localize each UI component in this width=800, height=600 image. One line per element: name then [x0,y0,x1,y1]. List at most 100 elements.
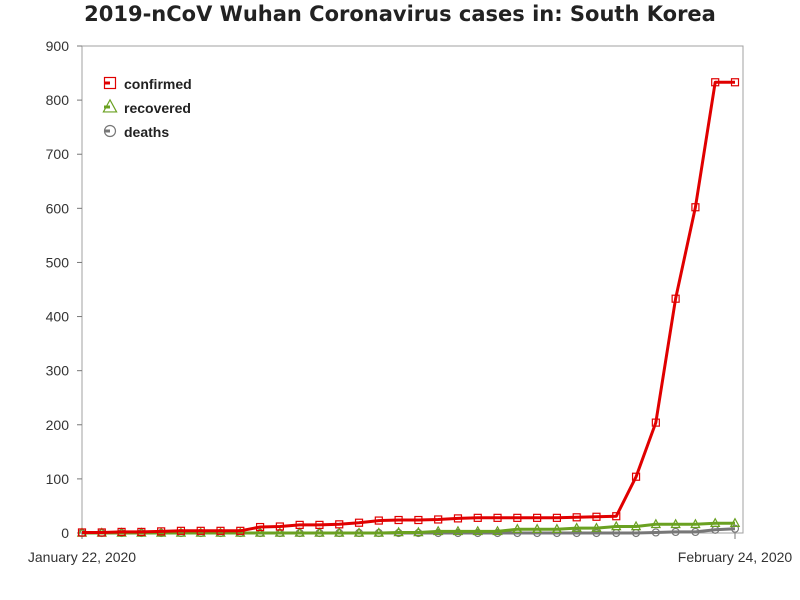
circle-marker [730,524,740,533]
y-tick-label: 300 [46,363,70,379]
square-marker [335,520,344,529]
triangle-marker [492,525,503,536]
triangle-marker [650,518,662,529]
plot-frame [81,45,744,534]
square-marker [176,526,186,535]
triangle-marker [729,517,741,528]
square-marker [612,512,621,521]
y-tick-label: 600 [46,200,70,216]
square-marker [592,512,601,521]
square-marker [671,294,680,303]
triangle-marker [630,520,642,531]
square-marker [354,518,364,527]
square-marker [295,520,304,529]
triangle-marker [670,518,681,529]
square-marker [216,526,225,535]
triangle-marker [353,527,365,537]
square-marker [572,513,581,522]
triangle-marker [611,520,622,531]
triangle-marker-icon [102,98,118,113]
circle-marker [103,124,117,138]
square-marker [513,513,522,522]
legend-item-confirmed: confirmed [103,76,192,92]
triangle-marker [452,525,464,536]
square-marker [374,516,383,525]
series-recovered [76,517,741,537]
square-marker [414,515,423,525]
square-marker [631,472,641,481]
series-line-recovered [82,521,735,535]
series-confirmed [77,78,740,537]
y-tick-label: 100 [46,471,70,487]
square-marker [255,522,265,532]
triangle-marker [690,518,701,529]
triangle-marker [215,527,226,537]
square-marker [473,513,482,522]
square-marker [236,526,245,535]
legend-item-deaths: deaths [103,124,169,140]
circle-marker [651,528,660,537]
triangle-marker [413,526,424,537]
square-marker [137,527,146,537]
y-tick-label: 200 [46,417,70,433]
legend-label-confirmed: confirmed [124,76,192,92]
x-tick-label-start: January 22, 2020 [28,549,136,565]
series-layer [76,78,741,538]
y-axis: 0 100 200 300 400 500 600 700 800 900 [46,38,82,541]
legend-label-recovered: recovered [124,100,191,116]
triangle-marker [393,526,404,537]
square-marker [691,203,700,212]
square-marker [493,513,502,522]
triangle-marker [334,527,345,537]
y-tick-label: 500 [46,254,70,270]
y-tick-label: 400 [46,309,70,325]
square-marker-icon [103,76,117,90]
triangle-marker [195,527,206,537]
square-marker [533,513,542,522]
circle-marker [671,527,680,537]
series-line-confirmed [82,80,735,534]
y-tick-label: 800 [46,92,70,108]
square-marker [730,78,740,87]
triangle-marker [531,523,543,533]
triangle-marker [472,525,483,536]
chart-title: 2019-nCoV Wuhan Coronavirus cases in: So… [84,2,716,26]
square-marker [434,515,443,524]
square-marker [651,418,660,427]
triangle-marker [294,527,305,537]
triangle-marker [274,527,286,537]
y-tick-label: 0 [61,525,69,541]
triangle-marker [254,527,266,537]
square-marker [196,526,205,535]
triangle-marker [512,523,523,533]
square-marker [77,528,87,537]
square-marker [394,515,403,525]
square-marker [103,76,117,90]
square-marker [315,520,324,529]
circle-marker [691,527,700,537]
square-marker [453,514,463,523]
triangle-marker [373,527,385,537]
square-marker [97,528,106,537]
x-axis: January 22, 2020 February 24, 2020 [28,533,792,565]
triangle-marker [551,523,563,533]
square-marker [552,513,562,522]
legend: confirmed recovered deaths [102,76,192,140]
square-marker [157,527,166,536]
legend-item-recovered: recovered [102,98,191,116]
square-marker [275,522,284,531]
triangle-marker [710,517,721,528]
triangle-marker [314,527,325,537]
y-tick-label: 900 [46,38,70,54]
square-marker [711,78,720,87]
y-tick-label: 700 [46,146,70,162]
triangle-marker [591,522,602,532]
triangle-marker [571,522,582,532]
triangle-marker [235,527,246,537]
circle-marker-icon [103,124,117,138]
legend-label-deaths: deaths [124,124,169,140]
triangle-marker [432,525,444,536]
triangle-marker [102,98,118,113]
square-marker [117,527,126,537]
